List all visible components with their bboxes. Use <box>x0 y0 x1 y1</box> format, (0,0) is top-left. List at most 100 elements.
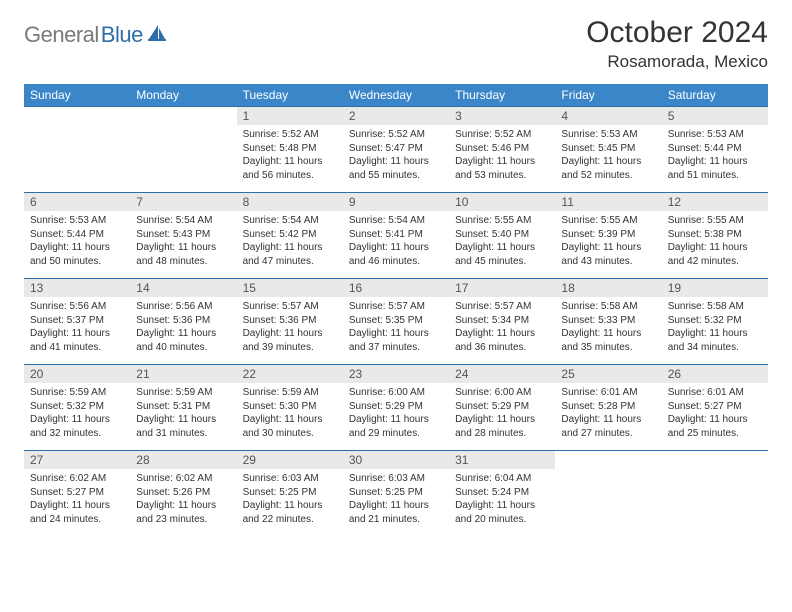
calendar-cell: 16Sunrise: 5:57 AMSunset: 5:35 PMDayligh… <box>343 279 449 365</box>
day-body: Sunrise: 5:55 AMSunset: 5:38 PMDaylight:… <box>662 211 768 272</box>
day-body: Sunrise: 6:01 AMSunset: 5:28 PMDaylight:… <box>555 383 661 444</box>
day-number: 28 <box>130 451 236 469</box>
weekday-header: Thursday <box>449 84 555 107</box>
day-number: 8 <box>237 193 343 211</box>
calendar-cell <box>24 107 130 193</box>
day-body: Sunrise: 6:01 AMSunset: 5:27 PMDaylight:… <box>662 383 768 444</box>
day-number: 20 <box>24 365 130 383</box>
day-number: 15 <box>237 279 343 297</box>
day-body: Sunrise: 6:02 AMSunset: 5:27 PMDaylight:… <box>24 469 130 530</box>
day-number: 6 <box>24 193 130 211</box>
calendar-cell: 29Sunrise: 6:03 AMSunset: 5:25 PMDayligh… <box>237 451 343 537</box>
day-body: Sunrise: 5:55 AMSunset: 5:39 PMDaylight:… <box>555 211 661 272</box>
weekday-header: Tuesday <box>237 84 343 107</box>
day-body: Sunrise: 6:00 AMSunset: 5:29 PMDaylight:… <box>449 383 555 444</box>
calendar-cell: 15Sunrise: 5:57 AMSunset: 5:36 PMDayligh… <box>237 279 343 365</box>
calendar-cell: 6Sunrise: 5:53 AMSunset: 5:44 PMDaylight… <box>24 193 130 279</box>
day-number: 16 <box>343 279 449 297</box>
day-number: 9 <box>343 193 449 211</box>
day-body: Sunrise: 5:52 AMSunset: 5:46 PMDaylight:… <box>449 125 555 186</box>
calendar-cell: 5Sunrise: 5:53 AMSunset: 5:44 PMDaylight… <box>662 107 768 193</box>
calendar-cell: 17Sunrise: 5:57 AMSunset: 5:34 PMDayligh… <box>449 279 555 365</box>
day-body: Sunrise: 5:53 AMSunset: 5:44 PMDaylight:… <box>662 125 768 186</box>
title-block: October 2024 Rosamorada, Mexico <box>586 16 768 72</box>
day-body: Sunrise: 5:55 AMSunset: 5:40 PMDaylight:… <box>449 211 555 272</box>
calendar-cell: 20Sunrise: 5:59 AMSunset: 5:32 PMDayligh… <box>24 365 130 451</box>
day-body: Sunrise: 6:02 AMSunset: 5:26 PMDaylight:… <box>130 469 236 530</box>
calendar-cell: 2Sunrise: 5:52 AMSunset: 5:47 PMDaylight… <box>343 107 449 193</box>
day-body: Sunrise: 5:53 AMSunset: 5:45 PMDaylight:… <box>555 125 661 186</box>
day-number: 1 <box>237 107 343 125</box>
day-number: 10 <box>449 193 555 211</box>
weekday-header: Wednesday <box>343 84 449 107</box>
day-number: 29 <box>237 451 343 469</box>
day-number: 31 <box>449 451 555 469</box>
day-number: 21 <box>130 365 236 383</box>
day-body: Sunrise: 5:59 AMSunset: 5:32 PMDaylight:… <box>24 383 130 444</box>
day-number: 24 <box>449 365 555 383</box>
calendar-cell: 9Sunrise: 5:54 AMSunset: 5:41 PMDaylight… <box>343 193 449 279</box>
day-body: Sunrise: 6:03 AMSunset: 5:25 PMDaylight:… <box>343 469 449 530</box>
month-title: October 2024 <box>586 16 768 50</box>
calendar-cell: 24Sunrise: 6:00 AMSunset: 5:29 PMDayligh… <box>449 365 555 451</box>
location: Rosamorada, Mexico <box>586 52 768 72</box>
day-number: 12 <box>662 193 768 211</box>
day-number: 13 <box>24 279 130 297</box>
header: General Blue October 2024 Rosamorada, Me… <box>24 16 768 72</box>
calendar-cell: 28Sunrise: 6:02 AMSunset: 5:26 PMDayligh… <box>130 451 236 537</box>
calendar-cell: 19Sunrise: 5:58 AMSunset: 5:32 PMDayligh… <box>662 279 768 365</box>
day-body: Sunrise: 5:54 AMSunset: 5:42 PMDaylight:… <box>237 211 343 272</box>
day-body: Sunrise: 5:56 AMSunset: 5:37 PMDaylight:… <box>24 297 130 358</box>
calendar-table: SundayMondayTuesdayWednesdayThursdayFrid… <box>24 84 768 537</box>
day-body: Sunrise: 5:58 AMSunset: 5:32 PMDaylight:… <box>662 297 768 358</box>
calendar-cell: 30Sunrise: 6:03 AMSunset: 5:25 PMDayligh… <box>343 451 449 537</box>
day-body: Sunrise: 5:59 AMSunset: 5:31 PMDaylight:… <box>130 383 236 444</box>
calendar-cell: 8Sunrise: 5:54 AMSunset: 5:42 PMDaylight… <box>237 193 343 279</box>
day-body: Sunrise: 5:54 AMSunset: 5:43 PMDaylight:… <box>130 211 236 272</box>
day-body: Sunrise: 5:52 AMSunset: 5:47 PMDaylight:… <box>343 125 449 186</box>
calendar-body: 1Sunrise: 5:52 AMSunset: 5:48 PMDaylight… <box>24 107 768 537</box>
calendar-cell: 3Sunrise: 5:52 AMSunset: 5:46 PMDaylight… <box>449 107 555 193</box>
day-number: 18 <box>555 279 661 297</box>
day-number: 7 <box>130 193 236 211</box>
day-number: 2 <box>343 107 449 125</box>
calendar-cell: 27Sunrise: 6:02 AMSunset: 5:27 PMDayligh… <box>24 451 130 537</box>
logo: General Blue <box>24 22 167 48</box>
day-body: Sunrise: 5:54 AMSunset: 5:41 PMDaylight:… <box>343 211 449 272</box>
weekday-header: Friday <box>555 84 661 107</box>
calendar-cell: 21Sunrise: 5:59 AMSunset: 5:31 PMDayligh… <box>130 365 236 451</box>
calendar-cell: 14Sunrise: 5:56 AMSunset: 5:36 PMDayligh… <box>130 279 236 365</box>
logo-text-gray: General <box>24 22 99 48</box>
calendar-cell: 31Sunrise: 6:04 AMSunset: 5:24 PMDayligh… <box>449 451 555 537</box>
calendar-row: 20Sunrise: 5:59 AMSunset: 5:32 PMDayligh… <box>24 365 768 451</box>
calendar-cell: 22Sunrise: 5:59 AMSunset: 5:30 PMDayligh… <box>237 365 343 451</box>
calendar-row: 6Sunrise: 5:53 AMSunset: 5:44 PMDaylight… <box>24 193 768 279</box>
calendar-cell: 23Sunrise: 6:00 AMSunset: 5:29 PMDayligh… <box>343 365 449 451</box>
day-number: 25 <box>555 365 661 383</box>
calendar-cell: 7Sunrise: 5:54 AMSunset: 5:43 PMDaylight… <box>130 193 236 279</box>
day-body: Sunrise: 5:53 AMSunset: 5:44 PMDaylight:… <box>24 211 130 272</box>
day-number: 11 <box>555 193 661 211</box>
day-number: 14 <box>130 279 236 297</box>
day-number: 23 <box>343 365 449 383</box>
calendar-row: 27Sunrise: 6:02 AMSunset: 5:27 PMDayligh… <box>24 451 768 537</box>
calendar-cell: 10Sunrise: 5:55 AMSunset: 5:40 PMDayligh… <box>449 193 555 279</box>
day-body: Sunrise: 6:03 AMSunset: 5:25 PMDaylight:… <box>237 469 343 530</box>
calendar-cell <box>130 107 236 193</box>
day-number: 4 <box>555 107 661 125</box>
calendar-cell: 11Sunrise: 5:55 AMSunset: 5:39 PMDayligh… <box>555 193 661 279</box>
weekday-header: Saturday <box>662 84 768 107</box>
day-number: 5 <box>662 107 768 125</box>
calendar-cell: 25Sunrise: 6:01 AMSunset: 5:28 PMDayligh… <box>555 365 661 451</box>
day-body: Sunrise: 5:56 AMSunset: 5:36 PMDaylight:… <box>130 297 236 358</box>
day-body: Sunrise: 5:52 AMSunset: 5:48 PMDaylight:… <box>237 125 343 186</box>
day-number: 19 <box>662 279 768 297</box>
sail-icon <box>147 24 167 47</box>
calendar-cell: 18Sunrise: 5:58 AMSunset: 5:33 PMDayligh… <box>555 279 661 365</box>
calendar-cell: 13Sunrise: 5:56 AMSunset: 5:37 PMDayligh… <box>24 279 130 365</box>
calendar-cell <box>555 451 661 537</box>
weekday-header: Sunday <box>24 84 130 107</box>
calendar-row: 1Sunrise: 5:52 AMSunset: 5:48 PMDaylight… <box>24 107 768 193</box>
calendar-cell: 1Sunrise: 5:52 AMSunset: 5:48 PMDaylight… <box>237 107 343 193</box>
day-body: Sunrise: 5:58 AMSunset: 5:33 PMDaylight:… <box>555 297 661 358</box>
